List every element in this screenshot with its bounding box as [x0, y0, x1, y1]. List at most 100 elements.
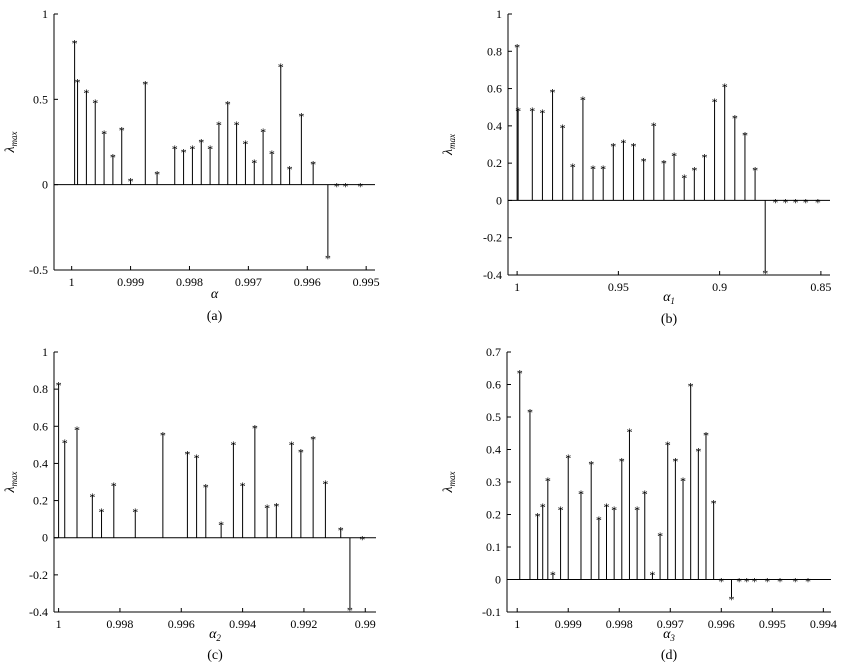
stem-marker: * [310, 432, 316, 446]
stem-marker: * [74, 423, 80, 437]
stem-marker: * [242, 137, 248, 151]
y-axis-label: λmax [3, 131, 19, 153]
stem-marker: * [184, 447, 190, 461]
stem-marker: * [260, 125, 266, 139]
y-axis-label-symbol: λ [441, 486, 456, 493]
stem-marker: * [742, 128, 748, 142]
y-tick-label: 0 [42, 531, 48, 545]
y-axis-label-subscript: max [447, 471, 457, 486]
stem-marker: * [718, 575, 724, 589]
x-tick-label: 0.997 [657, 617, 684, 631]
stem-marker: * [642, 487, 648, 501]
y-axis-label-symbol: λ [441, 149, 456, 156]
x-axis-label: α1 [663, 290, 675, 306]
stem-marker: * [688, 380, 694, 394]
y-tick-label: 0.2 [486, 508, 501, 522]
x-tick-label: 1 [69, 275, 75, 289]
chart-panel-b: -0.4 -0.2 0 0.2 0.4 0.6 0.8 1 1 0.95 0.9 0.85 * * * * * *… [441, 7, 831, 327]
stem-marker: * [234, 118, 240, 132]
y-tick-label: 0 [42, 178, 48, 192]
stem-marker: * [610, 140, 616, 154]
y-tick-label: 0.4 [486, 443, 501, 457]
stem-marker: * [578, 487, 584, 501]
stem-marker: * [278, 60, 284, 74]
x-axis-label-symbol: α [211, 287, 219, 302]
stem-marker: * [359, 533, 365, 547]
stem-marker: * [287, 163, 293, 177]
x-axis-label-symbol: α [663, 290, 671, 305]
stem-marker: * [83, 86, 89, 100]
stem-marker: * [590, 162, 596, 176]
stem-marker: * [611, 503, 617, 517]
y-axis-label: λmax [441, 134, 457, 156]
stem-marker: * [99, 505, 105, 519]
stem-marker: * [207, 142, 213, 156]
stem-marker: * [194, 451, 200, 465]
stem-marker: * [588, 458, 594, 472]
stem-marker: * [298, 110, 304, 124]
stem-marker: * [732, 112, 738, 126]
y-tick-label: 0.8 [487, 44, 502, 58]
stem-marker: * [189, 142, 195, 156]
x-axis-label: α3 [663, 627, 675, 643]
x-axis-label-subscript: 3 [669, 633, 675, 643]
stem-marker: * [128, 175, 134, 189]
x-tick-label: 0.999 [117, 275, 144, 289]
stem-marker: * [101, 127, 107, 141]
y-tick-label: 0.3 [486, 475, 501, 489]
x-tick-label: 0.998 [176, 275, 203, 289]
x-axis-label-subscript: 2 [216, 633, 221, 643]
stem-marker: * [56, 379, 62, 393]
stem-marker: * [298, 445, 304, 459]
stem-marker: * [514, 41, 520, 55]
stem-marker: * [181, 146, 187, 160]
stem-marker: * [218, 518, 224, 532]
stem-marker: * [230, 438, 236, 452]
stem-marker: * [172, 142, 178, 156]
stem-marker: * [752, 164, 758, 178]
panel-caption: (c) [207, 648, 223, 663]
y-tick-label: 0.4 [33, 456, 48, 470]
stem-marker: * [603, 500, 609, 514]
x-tick-label: 0.999 [555, 617, 582, 631]
y-tick-label: -0.4 [29, 605, 48, 619]
x-tick-label: 0.998 [106, 617, 133, 631]
stem-marker: * [665, 438, 671, 452]
y-axis-label-subscript: max [9, 131, 19, 146]
stem-marker: * [240, 479, 246, 493]
stem-marker: * [540, 500, 546, 514]
stem-marker: * [252, 421, 258, 435]
x-tick-label: 0.997 [235, 275, 262, 289]
panel-caption: (b) [661, 312, 678, 327]
stem-marker: * [517, 367, 523, 381]
stem-marker: * [712, 95, 718, 109]
stem-marker: * [558, 503, 564, 517]
stem-marker: * [560, 121, 566, 135]
stem-marker: * [711, 497, 717, 511]
y-tick-label: -0.1 [482, 605, 501, 619]
stem-marker: * [289, 438, 295, 452]
y-tick-label: 0.5 [486, 410, 501, 424]
y-tick-label: -0.4 [483, 268, 502, 282]
y-tick-label: 0.6 [33, 419, 48, 433]
y-tick-label: 1 [496, 7, 502, 21]
stem-marker: * [264, 501, 270, 515]
panel-caption: (d) [661, 648, 678, 663]
y-tick-label: 0.6 [487, 82, 502, 96]
y-tick-label: 0.2 [487, 156, 502, 170]
stem-marker: * [681, 171, 687, 185]
stem-marker: * [815, 195, 821, 209]
y-tick-label: 1 [42, 345, 48, 359]
y-tick-label: 1 [42, 7, 48, 21]
stem-marker: * [357, 180, 363, 194]
stem-marker: * [722, 80, 728, 94]
stem-marker: * [119, 123, 125, 137]
x-tick-label: 0.95 [608, 280, 629, 294]
x-tick-label: 0.996 [294, 275, 321, 289]
stem-marker: * [680, 474, 686, 488]
x-tick-label: 0.995 [353, 275, 380, 289]
stem-marker: * [641, 154, 647, 168]
stem-marker: * [596, 513, 602, 527]
x-tick-label: 0.998 [606, 617, 633, 631]
stem-marker: * [198, 135, 204, 149]
